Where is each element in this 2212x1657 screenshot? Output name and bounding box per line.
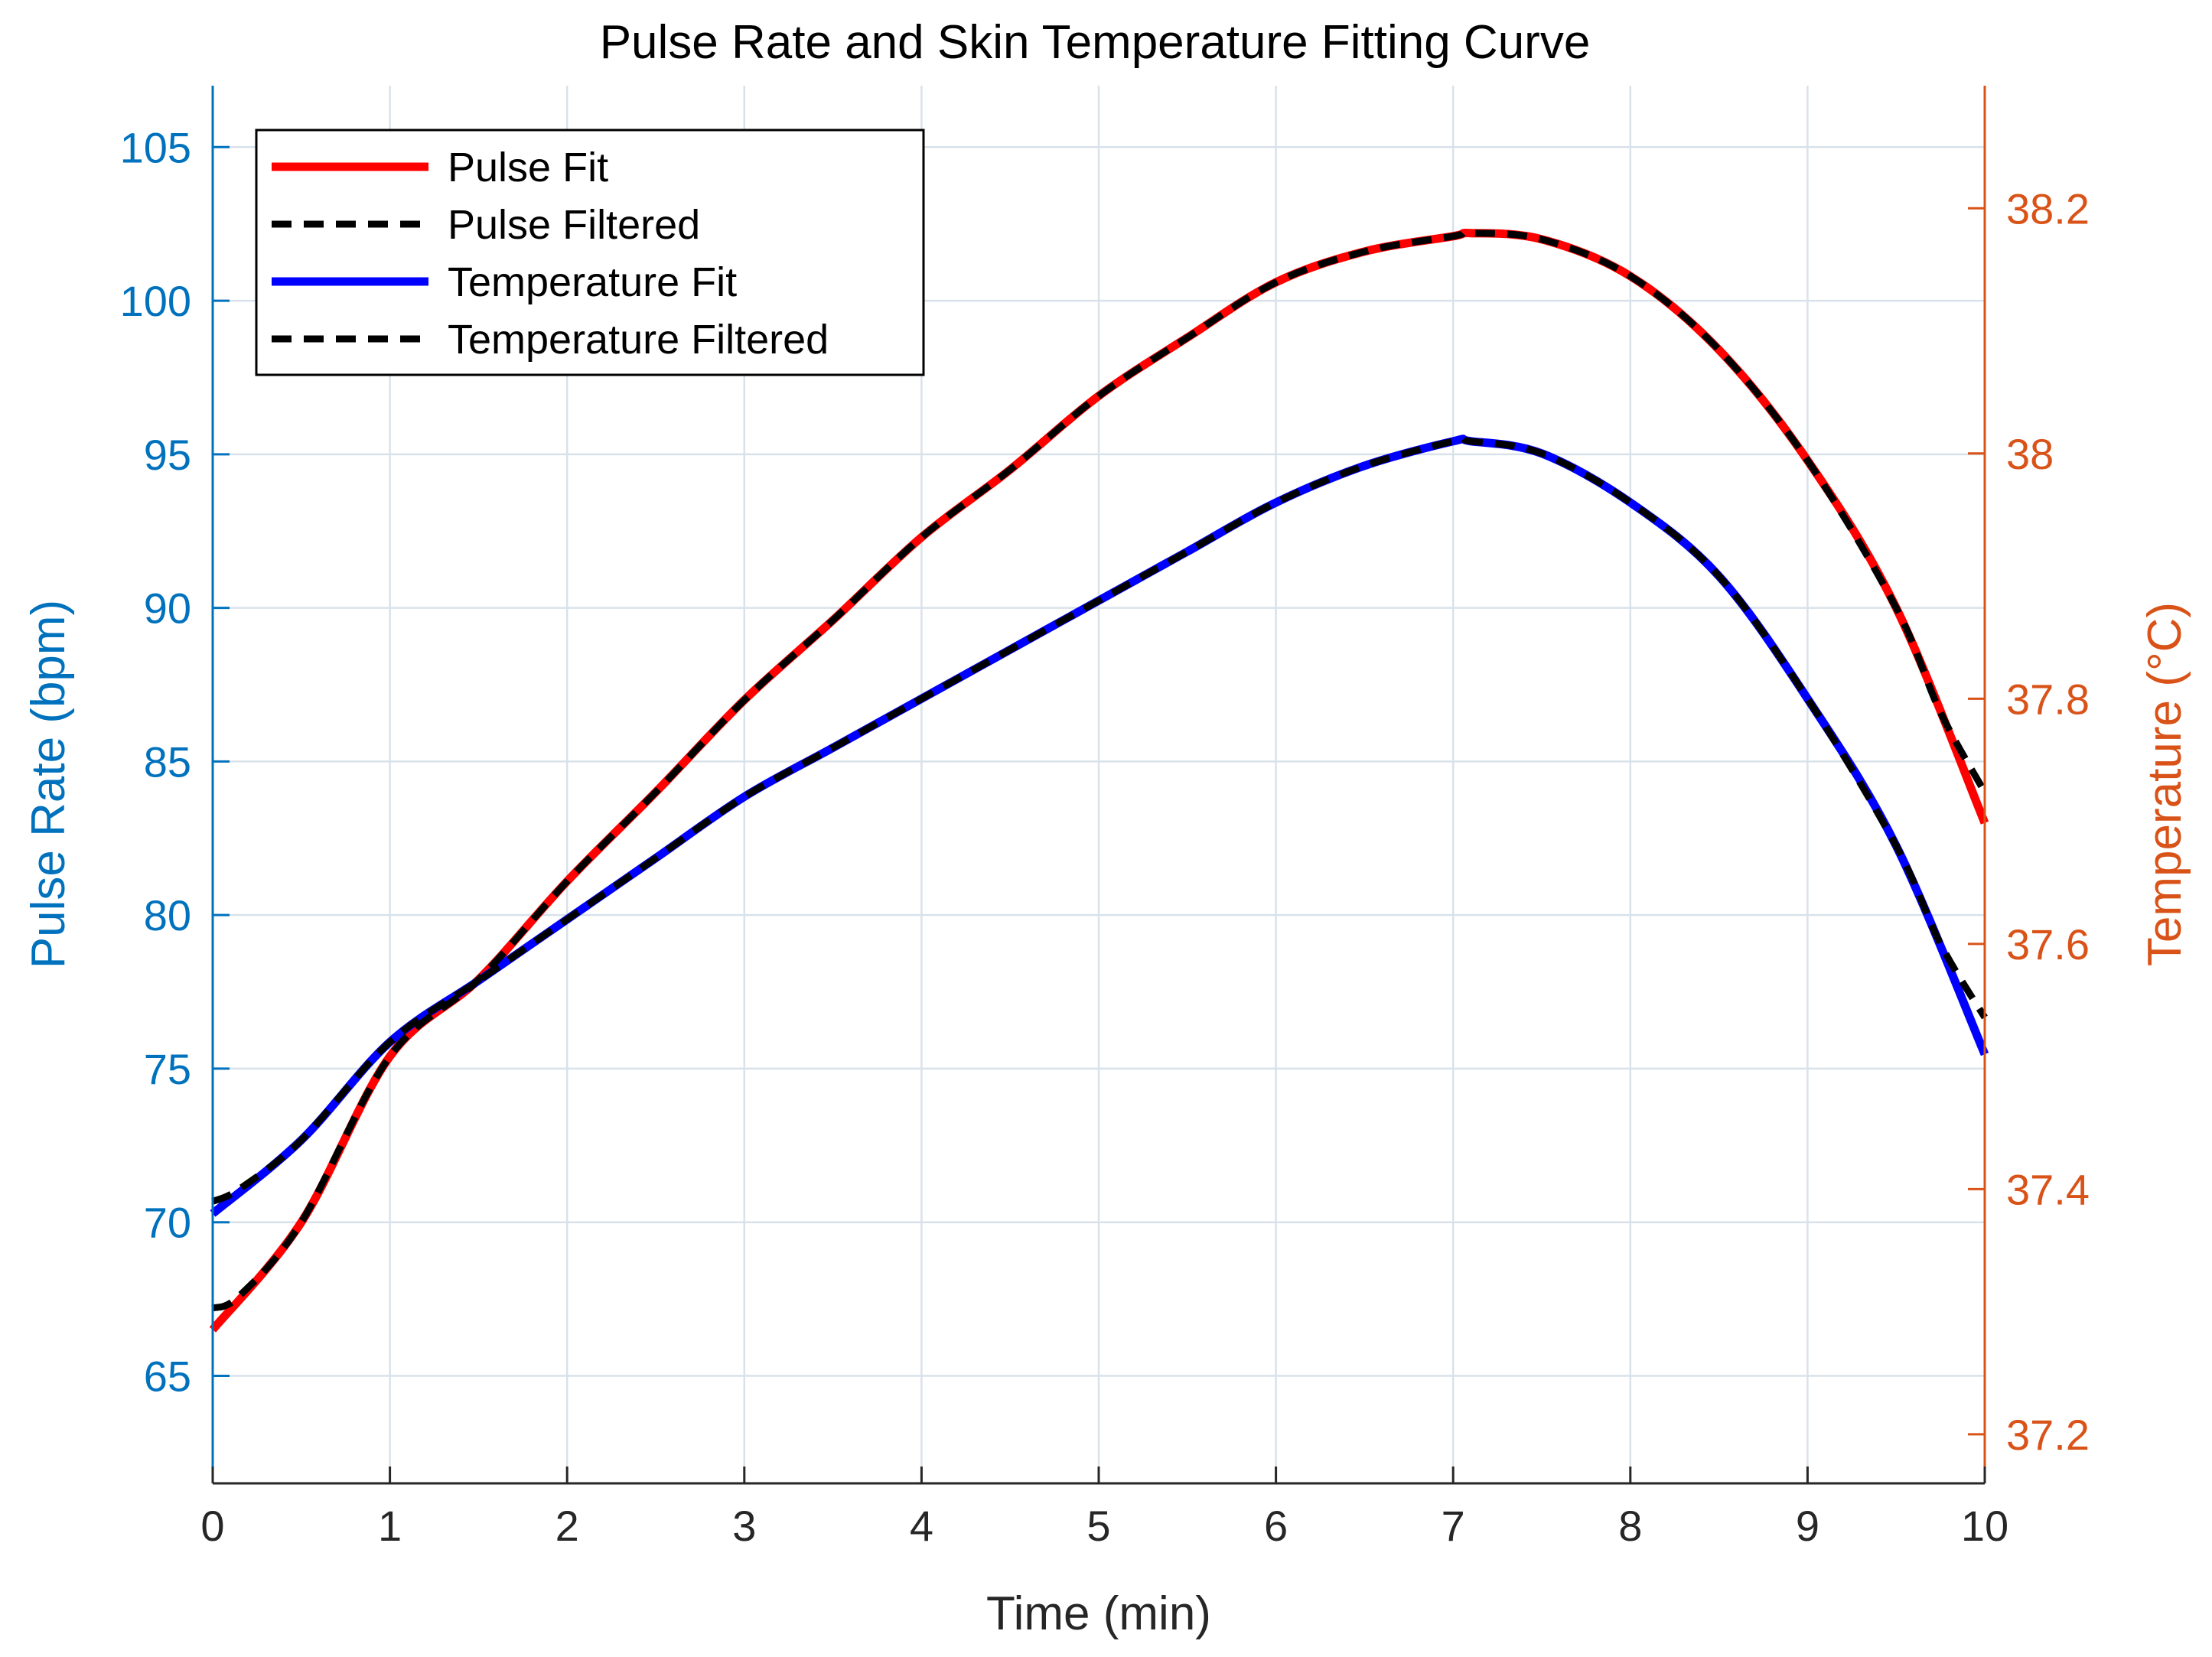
x-tick-label: 5	[1086, 1502, 1110, 1550]
y-left-tick-label: 90	[144, 584, 191, 633]
x-tick-label: 6	[1264, 1502, 1288, 1550]
y-left-tick-label: 100	[120, 277, 191, 325]
x-tick-label: 1	[378, 1502, 402, 1550]
y-left-tick-label: 105	[120, 123, 191, 171]
y-right-tick-label: 38	[2006, 430, 2054, 478]
y-right-tick-label: 37.6	[2006, 920, 2090, 968]
x-ticks: 0 1 2 3 4 5 6 7 8 9 10	[200, 1467, 2008, 1550]
legend-label: Pulse Fit	[448, 145, 608, 190]
series-line-temperature-filtered	[211, 435, 1988, 1205]
x-tick-label: 10	[1961, 1502, 2008, 1550]
y-right-tick-label: 38.2	[2006, 184, 2090, 233]
y-left-axis-title: Pulse Rate (bpm)	[22, 600, 75, 968]
y-right-tick-label: 37.8	[2006, 675, 2090, 723]
x-tick-label: 7	[1442, 1502, 1465, 1550]
y-right-tick-label: 37.4	[2006, 1165, 2090, 1213]
x-tick-label: 0	[200, 1502, 224, 1550]
legend-label: Temperature Filtered	[448, 317, 829, 363]
series-layer	[209, 229, 1989, 1333]
y-right-tick-label: 37.2	[2006, 1411, 2090, 1459]
series-line-pulse-filtered	[211, 230, 1988, 1312]
y-left-tick-label: 85	[144, 737, 191, 786]
legend: Pulse Fit Pulse Filtered Temperature Fit Te…	[255, 129, 925, 376]
y-left-tick-label: 95	[144, 431, 191, 479]
y-right-axis-title: Temperature (°C)	[2139, 602, 2191, 966]
x-tick-label: 8	[1618, 1502, 1642, 1550]
chart-title: Pulse Rate and Skin Temperature Fitting …	[600, 16, 1591, 69]
x-tick-label: 9	[1796, 1502, 1819, 1550]
x-tick-label: 3	[732, 1502, 756, 1550]
y-left-tick-label: 70	[144, 1199, 191, 1247]
y-left-tick-label: 65	[144, 1352, 191, 1400]
y-right-ticks: 37.2 37.4 37.6 37.8 38 38.2	[1968, 184, 2090, 1459]
legend-label: Temperature Fit	[448, 259, 737, 305]
y-left-tick-label: 75	[144, 1045, 191, 1093]
y-left-tick-label: 80	[144, 891, 191, 939]
x-tick-label: 4	[910, 1502, 933, 1550]
legend-label: Pulse Filtered	[448, 202, 700, 248]
y-left-ticks: 65 70 75 80 85 90 95 100 105	[120, 123, 230, 1400]
x-tick-label: 2	[555, 1502, 579, 1550]
x-axis-title: Time (min)	[986, 1587, 1211, 1640]
grid-y	[213, 146, 1985, 1377]
